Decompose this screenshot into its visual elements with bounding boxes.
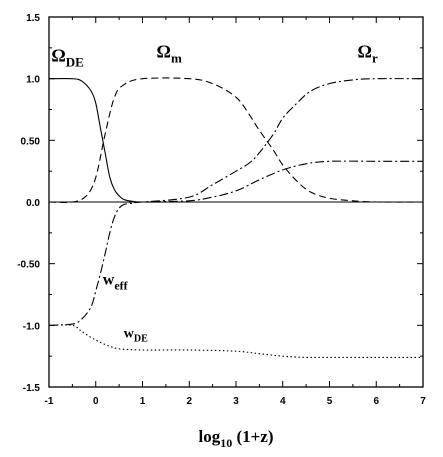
ticks <box>48 16 424 388</box>
x-tick-label: 5 <box>327 396 333 407</box>
series-label: Ωm <box>157 42 182 66</box>
y-tick-label: 1.0 <box>26 75 40 86</box>
series-line-w-de <box>48 324 423 359</box>
series-label: wDE <box>124 327 148 345</box>
series-labels: ΩDE Ωm Ωr weff wDE <box>51 42 378 345</box>
series-line--r <box>48 78 424 203</box>
x-tick-label: -1 <box>45 396 54 407</box>
x-tick-label: 4 <box>280 396 286 407</box>
series-lines <box>48 77 424 359</box>
x-tick-label: 7 <box>420 396 426 407</box>
series-line--m <box>48 77 424 203</box>
series-line-w-eff <box>48 160 423 326</box>
y-tick-label: -1.0 <box>23 321 41 332</box>
y-tick-label: 0.0 <box>26 198 40 209</box>
series-label: ΩDE <box>51 45 83 69</box>
x-tick-label: 6 <box>373 396 379 407</box>
series-label: weff <box>103 272 129 293</box>
x-tick-label: 2 <box>186 396 192 407</box>
x-axis-title: log10 (1+z) <box>198 427 273 450</box>
series-label: Ωr <box>358 42 378 66</box>
tick-labels: -1 0 1 2 3 4 5 6 7 -1.5 -1.0 -0.50 0.0 0.50 1.0 1.5 <box>17 13 426 407</box>
y-tick-label: 0.50 <box>21 136 41 147</box>
y-tick-label: -1.5 <box>23 383 41 394</box>
x-tick-label: 0 <box>93 396 99 407</box>
x-tick-label: 3 <box>233 396 239 407</box>
y-tick-label: -0.50 <box>17 260 40 271</box>
x-tick-label: 1 <box>140 396 146 407</box>
y-tick-label: 1.5 <box>26 13 40 24</box>
